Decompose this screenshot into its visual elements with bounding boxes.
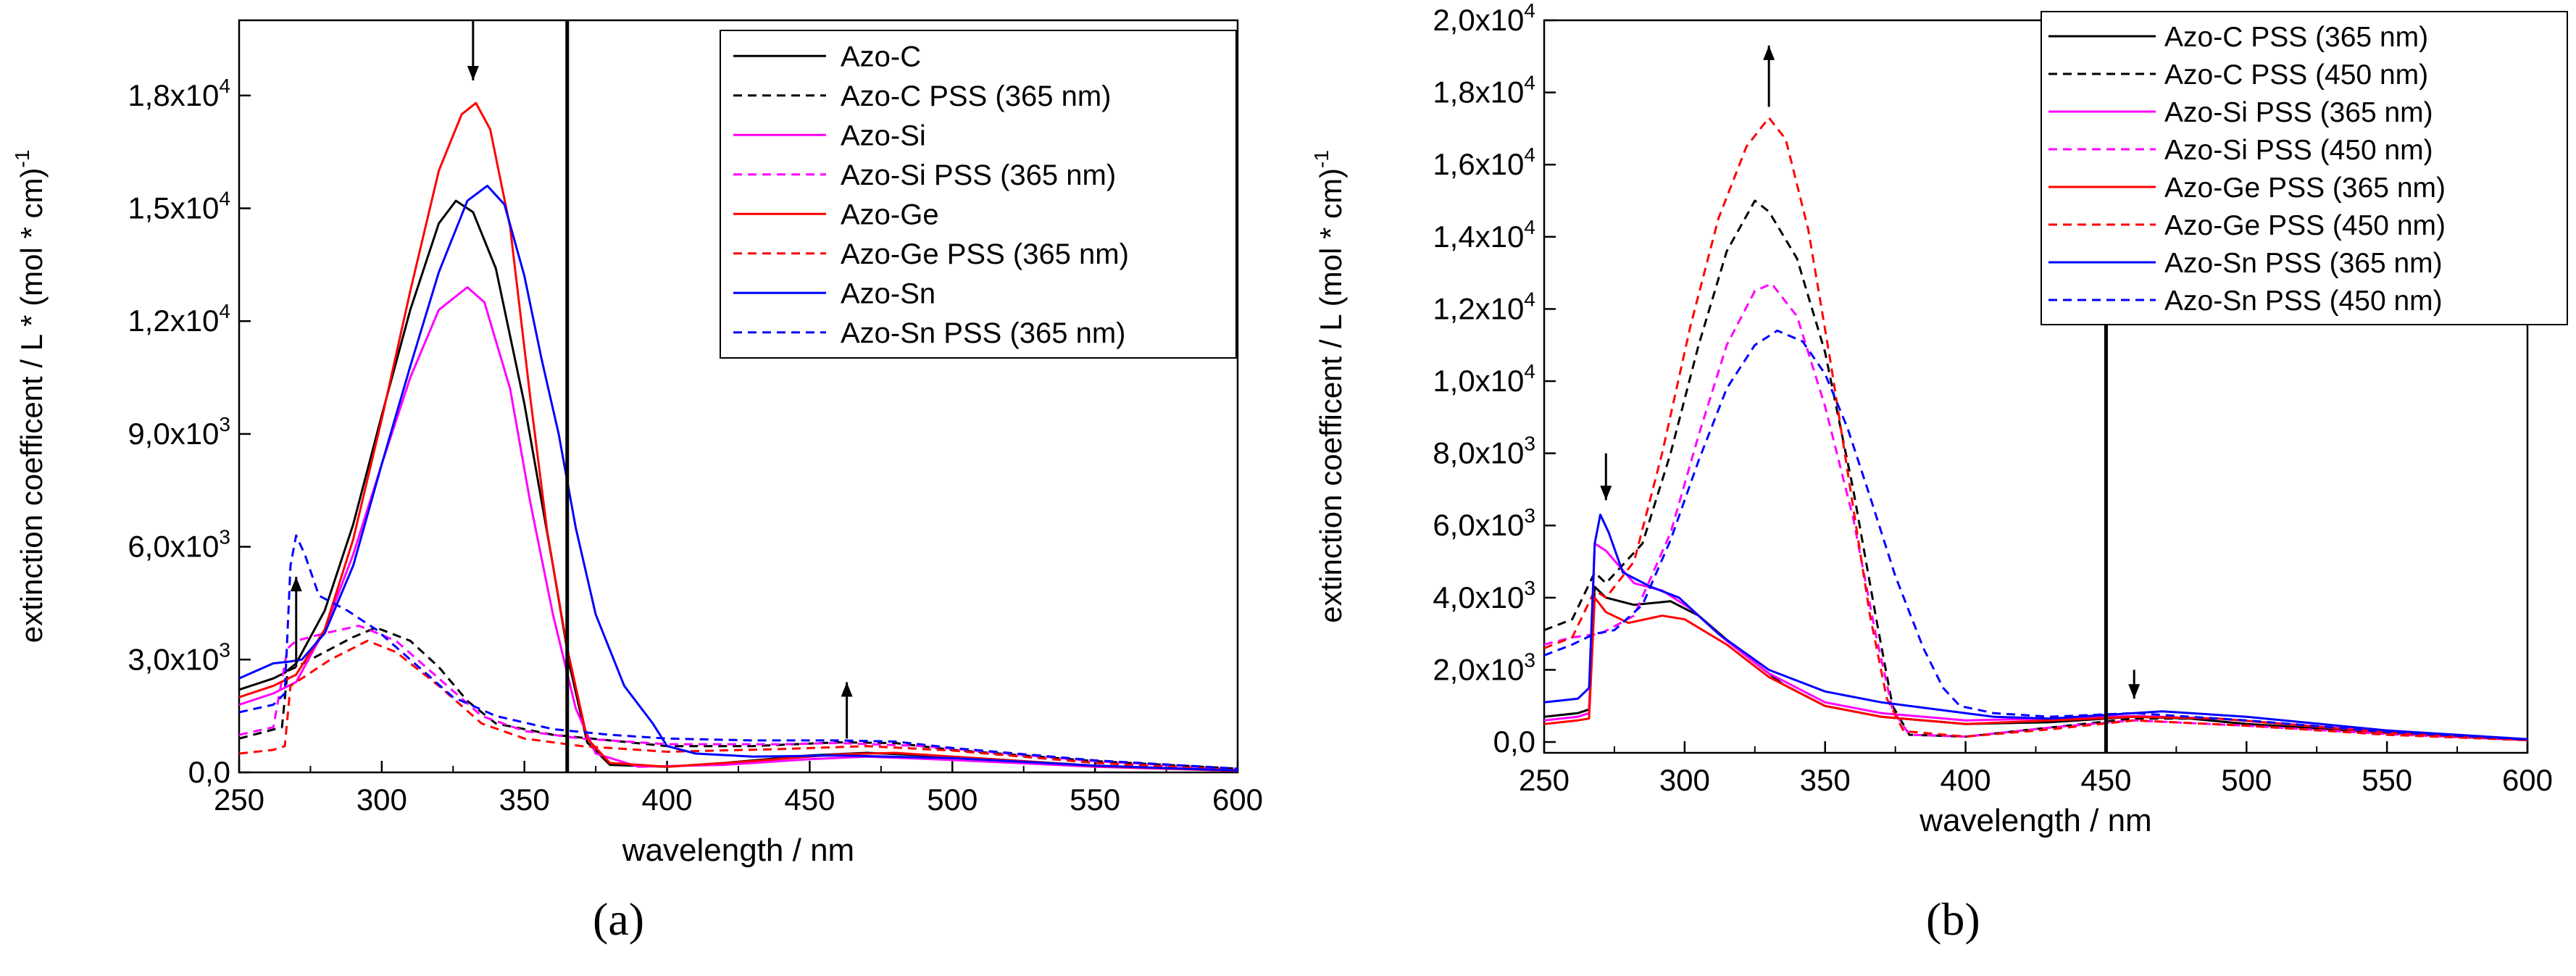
chart-a-legend-label: Azo-Sn PSS (365 nm) xyxy=(841,317,1126,349)
chart-a-legend-label: Azo-Si PSS (365 nm) xyxy=(841,159,1116,191)
subfigure-label-a: (a) xyxy=(593,893,645,945)
chart-a-y-axis-label: extinction coefficent / L * (mol * cm)-1 xyxy=(11,150,49,643)
chart-b-x-tick-label: 450 xyxy=(2080,763,2131,797)
chart-b-x-tick-label: 500 xyxy=(2221,763,2272,797)
chart-a-series-azo-c-pss-365-nm xyxy=(239,626,1238,770)
chart-b-y-tick-label: 0,0 xyxy=(1493,725,1535,759)
chart-b-series-azo-si-pss-450-nm xyxy=(1544,283,2527,742)
chart-a-legend-label: Azo-C xyxy=(841,41,921,72)
chart-b-x-tick-label: 550 xyxy=(2362,763,2412,797)
chart-b-y-tick-label: 2,0x103 xyxy=(1433,648,1535,686)
chart-b-legend-label: Azo-C PSS (450 nm) xyxy=(2164,59,2428,91)
chart-a-series-azo-si-pss-365-nm xyxy=(239,625,1238,770)
chart-a-x-tick-label: 550 xyxy=(1070,783,1120,817)
chart-b-y-tick-label: 8,0x103 xyxy=(1433,433,1535,470)
chart-b-arrow-head-down xyxy=(2128,684,2141,699)
chart-b-x-axis-label: wavelength / nm xyxy=(1919,803,2151,838)
chart-b-legend-label: Azo-Si PSS (450 nm) xyxy=(2164,135,2433,166)
chart-a-arrow-head-up xyxy=(841,682,853,697)
chart-a-legend-label: Azo-Si xyxy=(841,120,926,151)
chart-b-series-azo-ge-pss-365-nm xyxy=(1544,596,2527,741)
chart-a-series-azo-si xyxy=(239,286,1238,772)
chart-a-series-group xyxy=(239,101,1238,772)
chart-b-y-tick-label: 4,0x103 xyxy=(1433,577,1535,614)
chart-b-legend-label: Azo-Sn PSS (365 nm) xyxy=(2164,248,2443,279)
chart-b-y-tick-label: 1,0x104 xyxy=(1433,360,1535,398)
chart-a-series-azo-ge xyxy=(239,101,1238,772)
chart-b-x-tick-label: 300 xyxy=(1659,763,1710,797)
chart-b-x-tick-label: 350 xyxy=(1800,763,1851,797)
chart-a-x-tick-label: 300 xyxy=(357,783,407,817)
chart-b-legend-box xyxy=(2041,11,2568,325)
chart-b-y-tick-label: 1,6x104 xyxy=(1433,143,1535,181)
chart-b-y-tick-label: 1,8x104 xyxy=(1433,72,1535,109)
chart-b-series-group xyxy=(1544,117,2527,742)
chart-b-x-tick-label: 400 xyxy=(1941,763,1991,797)
chart-b-legend-label: Azo-Sn PSS (450 nm) xyxy=(2164,285,2443,317)
chart-b-legend-label: Azo-C PSS (365 nm) xyxy=(2164,22,2428,53)
chart-b-y-tick-label: 2,0x104 xyxy=(1433,0,1535,37)
chart-b-x-tick-label: 250 xyxy=(1519,763,1570,797)
chart-a-series-azo-ge-pss-365-nm xyxy=(239,639,1238,772)
subfigure-label-b: (b) xyxy=(1926,893,1980,945)
chart-a-y-tick-label: 1,8x104 xyxy=(128,75,230,112)
chart-a-x-axis-label: wavelength / nm xyxy=(622,833,854,868)
chart-a-y-tick-label: 1,2x104 xyxy=(128,300,230,338)
chart-b-y-tick-label: 1,2x104 xyxy=(1433,288,1535,325)
chart-b-series-azo-si-pss-365-nm xyxy=(1544,542,2527,741)
chart-b-y-tick-label: 1,4x104 xyxy=(1433,216,1535,254)
chart-a-x-tick-label: 450 xyxy=(784,783,835,817)
chart-a-legend-label: Azo-Sn xyxy=(841,278,935,309)
chart-b-y-tick-label: 6,0x103 xyxy=(1433,504,1535,542)
chart-a-series-azo-sn xyxy=(239,184,1238,772)
chart-a-legend-box xyxy=(720,30,1237,359)
chart-b-svg: 250 300 350 400 450 500 550 600 0,0 2,0x103 4,0x10… xyxy=(1310,0,2568,838)
chart-a-y-tick-label: 6,0x103 xyxy=(128,526,230,564)
chart-b-arrow-head-down xyxy=(1600,485,1612,501)
chart-b-legend-label: Azo-Ge PSS (450 nm) xyxy=(2164,210,2446,241)
chart-a-legend-label: Azo-Ge PSS (365 nm) xyxy=(841,238,1129,270)
chart-a-svg: 250 300 350 400 450 500 550 600 0,0 3,0x103 6,0x10… xyxy=(11,19,1263,868)
chart-panel-a: 250 300 350 400 450 500 550 600 0,0 3,0x103 6,0x10… xyxy=(11,19,1263,945)
chart-a-x-tick-label: 500 xyxy=(927,783,978,817)
chart-b-arrow-head-up xyxy=(1763,45,1775,60)
chart-a-legend-label: Azo-C PSS (365 nm) xyxy=(841,80,1111,112)
chart-b-legend-label: Azo-Ge PSS (365 nm) xyxy=(2164,172,2446,204)
chart-a-y-tick-label: 0,0 xyxy=(188,755,230,789)
chart-a-y-tick-label: 1,5x104 xyxy=(128,188,230,225)
chart-b-legend-label: Azo-Si PSS (365 nm) xyxy=(2164,97,2433,128)
chart-a-x-tick-label: 250 xyxy=(214,783,264,817)
chart-panel-b: 250 300 350 400 450 500 550 600 0,0 2,0x103 4,0x10… xyxy=(1272,0,2576,976)
chart-b-y-axis-label: extinction coefficent / L (mol * cm)-1 xyxy=(1310,150,1348,623)
chart-a-y-tick-label: 9,0x103 xyxy=(128,413,230,451)
chart-b-x-tick-label: 600 xyxy=(2502,763,2553,797)
chart-a-legend-label: Azo-Ge xyxy=(841,199,939,230)
chart-b-series-azo-sn-pss-450-nm xyxy=(1544,329,2527,741)
chart-a-y-tick-label: 3,0x103 xyxy=(128,638,230,676)
chart-a-x-tick-label: 400 xyxy=(642,783,693,817)
chart-a-series-azo-sn-pss-365-nm xyxy=(239,534,1238,770)
chart-a-x-tick-label: 600 xyxy=(1212,783,1263,817)
chart-a-arrow-head-down xyxy=(467,66,479,81)
chart-b-series-azo-c-pss-450-nm xyxy=(1544,199,2527,741)
chart-b-series-azo-ge-pss-450-nm xyxy=(1544,117,2527,742)
chart-a-arrow-head-up xyxy=(290,577,302,592)
chart-a-x-tick-label: 350 xyxy=(499,783,550,817)
chart-b-series-azo-sn-pss-365-nm xyxy=(1544,513,2527,741)
